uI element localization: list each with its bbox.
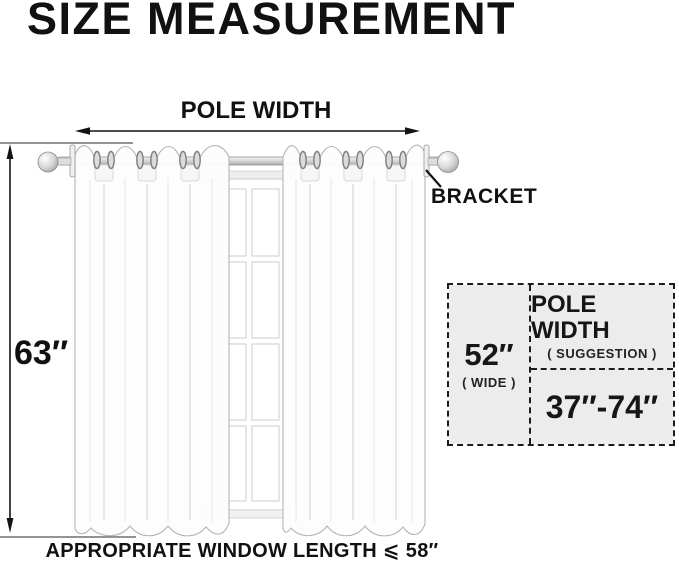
pole-width-label: POLE WIDTH <box>180 97 332 124</box>
page-title: SIZE MEASUREMENT <box>27 0 517 44</box>
curtain-length-arrow <box>0 142 136 538</box>
size-suggestion-table: 52″ ( WIDE ) POLE WIDTH ( SUGGESTION ) 3… <box>447 283 675 446</box>
pole-width-range-cell: 37″-74″ <box>531 368 673 444</box>
left-bracket-finial-icon <box>37 144 76 178</box>
right-bracket-finial-icon <box>423 144 459 178</box>
pole-width-range: 37″-74″ <box>545 388 659 425</box>
window-length-note: APPROPRIATE WINDOW LENGTH ⩽ 58″ <box>45 540 439 562</box>
left-curtain-panel <box>74 145 230 537</box>
curtain-width-note: ( WIDE ) <box>462 374 516 390</box>
bracket-pointer-line <box>425 169 442 188</box>
pole-width-title: POLE WIDTH <box>531 291 610 344</box>
right-curtain-panel <box>282 144 426 537</box>
pole-width-arrow <box>75 127 420 135</box>
curtain-width-value: 52″ <box>464 337 514 373</box>
curtain-width-cell: 52″ ( WIDE ) <box>449 285 531 444</box>
pole-width-subtitle: ( SUGGESTION ) <box>547 345 657 361</box>
curtain-length-label: 63″ <box>14 334 69 372</box>
pole-width-suggestion-cell: POLE WIDTH ( SUGGESTION ) <box>531 285 673 368</box>
grommet-rings-icon <box>93 150 407 170</box>
bracket-label: BRACKET <box>431 185 538 208</box>
